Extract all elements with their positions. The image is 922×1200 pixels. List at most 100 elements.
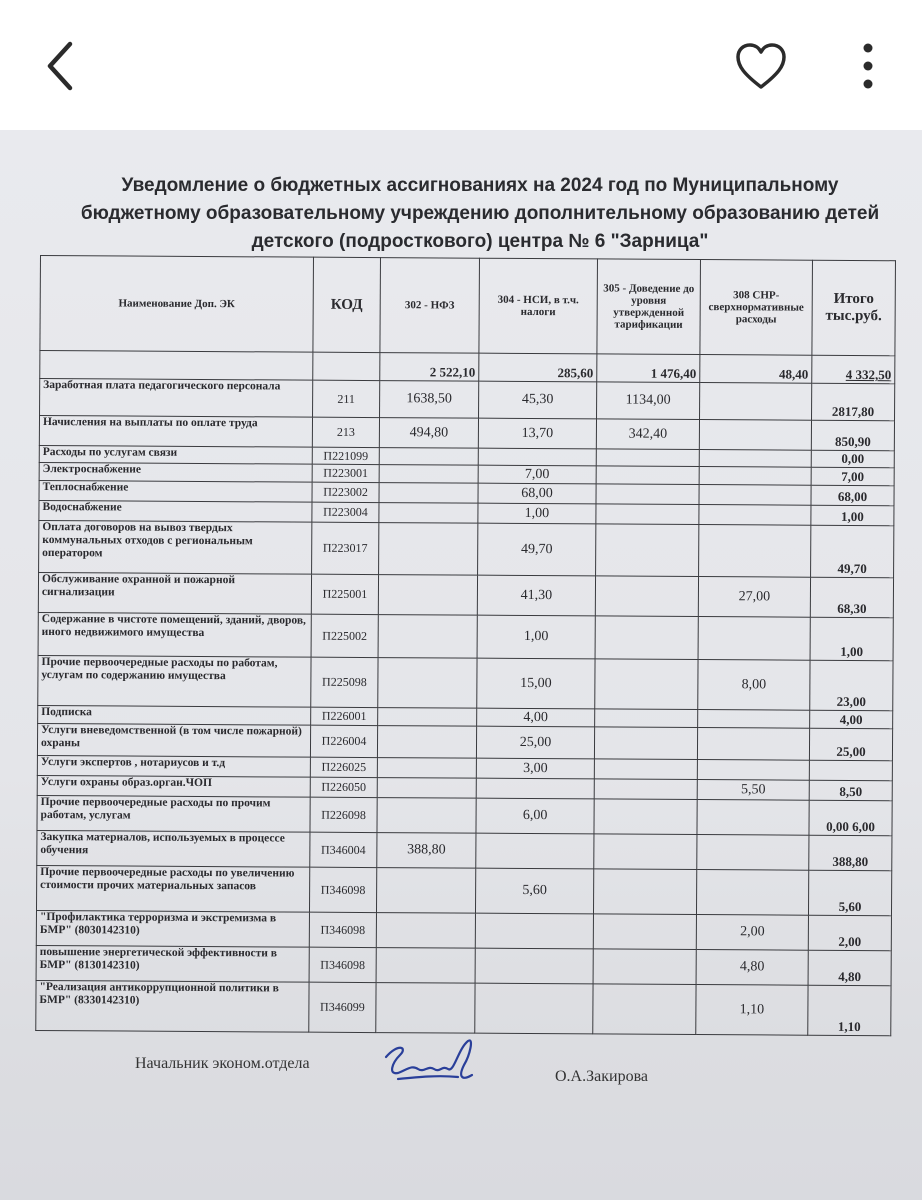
item-name: Услуги экспертов , нотариусов и т.д <box>37 755 311 778</box>
item-name: Прочие первоочередные расходы по работам… <box>37 655 312 708</box>
item-total: 0,00 6,00 <box>808 800 893 836</box>
value-304 <box>476 778 595 799</box>
value-305 <box>592 983 697 1035</box>
value-304: 25,00 <box>476 726 595 759</box>
item-code: П226098 <box>309 797 378 833</box>
back-button[interactable] <box>40 40 84 92</box>
value-305 <box>593 913 697 950</box>
title-line: Уведомление о бюджетных ассигнованиях на… <box>121 175 839 196</box>
value-304 <box>475 833 594 869</box>
item-code: П225002 <box>311 614 379 658</box>
table-row: Прочие первоочередные расходы по увеличе… <box>36 865 892 916</box>
value-305 <box>595 575 699 617</box>
item-total: 8,50 <box>809 780 893 801</box>
value-305 <box>593 833 697 870</box>
item-total: 850,90 <box>811 420 895 451</box>
value-302 <box>376 867 476 914</box>
item-name: Услуги охраны образ.орган.ЧОП <box>37 775 311 798</box>
item-total: 2,00 <box>808 915 892 951</box>
item-name: "Профилактика терроризма и экстремизма в… <box>36 910 310 948</box>
table-row: Прочие первоочередные расходы по работам… <box>37 655 894 711</box>
item-total: 2817,80 <box>811 383 895 421</box>
value-308 <box>696 869 809 916</box>
table-row: Содержание в чистоте помещений, зданий, … <box>38 612 894 661</box>
value-308 <box>698 616 811 661</box>
value-305 <box>594 658 699 710</box>
value-304: 13,70 <box>478 418 597 449</box>
value-308 <box>699 382 812 421</box>
table-row: "Профилактика терроризма и экстремизма в… <box>36 910 892 951</box>
budget-table: Наименование Доп. ЭК КОД 302 - НФЗ 304 -… <box>35 255 896 1036</box>
table-row: Прочие первоочередные расходы по прочим … <box>36 795 893 836</box>
item-name: Подписка <box>37 705 311 726</box>
value-304: 15,00 <box>476 658 596 709</box>
item-total: 1,00 <box>810 505 894 526</box>
value-302 <box>378 482 479 504</box>
value-308 <box>698 484 812 506</box>
value-308 <box>699 449 812 468</box>
item-code: П221099 <box>312 447 380 465</box>
value-305 <box>596 448 700 467</box>
value-302: 388,80 <box>376 832 476 869</box>
item-code: П226004 <box>310 725 378 758</box>
header-308: 308 СНР-сверхнормативные расходы <box>699 259 813 356</box>
item-total: 5,60 <box>808 870 892 916</box>
value-308 <box>698 524 811 578</box>
value-305 <box>595 615 699 660</box>
table-row: Обслуживание охранной и пожарной сигнали… <box>38 572 894 618</box>
value-302 <box>378 574 478 616</box>
item-name: Прочие первоочередные расходы по прочим … <box>36 795 311 833</box>
item-code: П346098 <box>309 947 377 983</box>
item-code: 213 <box>312 417 380 448</box>
value-308: 8,00 <box>697 659 811 711</box>
item-total: 68,30 <box>810 577 894 618</box>
value-302 <box>379 447 479 466</box>
item-code: П223002 <box>311 482 380 503</box>
item-code: П225001 <box>311 574 379 615</box>
document-photo[interactable]: Уведомление о бюджетных ассигнованиях на… <box>0 130 922 1200</box>
item-code <box>312 352 380 381</box>
value-308 <box>697 709 810 729</box>
item-name: Теплоснабжение <box>39 480 313 503</box>
value-308: 1,10 <box>695 984 809 1036</box>
value-305: 1 476,40 <box>596 353 700 383</box>
item-name: Содержание в чистоте помещений, зданий, … <box>38 612 312 658</box>
item-total: 7,00 <box>811 467 895 486</box>
value-305 <box>594 778 698 800</box>
value-308 <box>699 466 812 486</box>
value-305 <box>594 726 698 760</box>
title-line: детского (подросткового) центра № 6 "Зар… <box>251 231 709 252</box>
value-302 <box>377 777 477 799</box>
value-308 <box>699 419 812 451</box>
item-total: 23,00 <box>809 660 894 711</box>
value-304: 3,00 <box>476 758 595 779</box>
item-name: "Реализация антикоррупционной политики в… <box>35 980 310 1033</box>
value-308: 27,00 <box>698 576 811 618</box>
value-304: 5,60 <box>475 868 594 914</box>
item-total: 4 332,50 <box>811 355 895 384</box>
item-name: Начисления на выплаты по оплате труда <box>39 415 313 448</box>
item-name: повышение энергетической эффективности в… <box>36 945 310 983</box>
value-304 <box>475 913 594 949</box>
handwritten-signature <box>384 1039 474 1081</box>
header-304: 304 - НСИ, в т.ч. налоги <box>478 258 598 354</box>
signatory-name: О.А.Закирова <box>555 1068 649 1085</box>
item-code: П226001 <box>310 707 378 726</box>
item-code: П225098 <box>310 657 379 708</box>
value-302 <box>377 725 477 759</box>
item-code: П346099 <box>308 982 377 1033</box>
value-304: 7,00 <box>478 465 597 484</box>
favorite-button[interactable] <box>734 42 788 92</box>
item-code: П346004 <box>309 832 377 868</box>
item-total: 25,00 <box>809 728 893 761</box>
value-305: 1134,00 <box>596 381 700 420</box>
value-308 <box>697 727 810 761</box>
header-305: 305 - Доведение до уровня утвержденной т… <box>596 258 701 355</box>
item-total: 1,10 <box>807 985 892 1036</box>
value-308 <box>696 799 810 836</box>
value-302 <box>377 657 478 709</box>
value-305 <box>596 465 700 485</box>
value-305 <box>593 868 697 915</box>
item-total: 4,00 <box>809 710 893 729</box>
more-menu-button[interactable] <box>855 40 881 92</box>
